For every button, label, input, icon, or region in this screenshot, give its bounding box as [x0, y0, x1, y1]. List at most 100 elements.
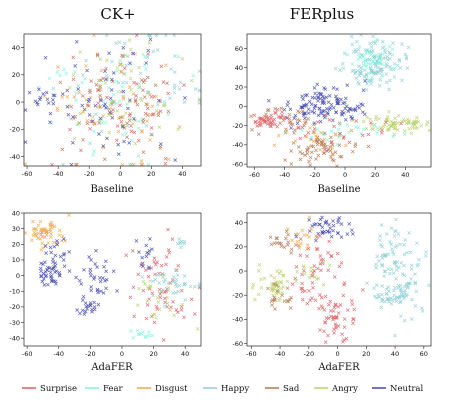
- data-point-happy: [168, 96, 172, 101]
- data-point-fear: [361, 63, 366, 67]
- data-point-neutral: [347, 221, 352, 226]
- data-point-neutral: [126, 106, 130, 111]
- data-point-sad: [302, 123, 307, 128]
- data-point-neutral: [82, 312, 87, 317]
- data-point-neutral: [350, 232, 355, 236]
- data-point-angry: [256, 268, 261, 273]
- data-point-neutral: [306, 111, 311, 115]
- data-point-neutral: [49, 276, 54, 281]
- data-point-fear: [358, 55, 362, 60]
- data-point-fear: [370, 75, 374, 80]
- data-point-disgust: [330, 145, 335, 150]
- data-point-surprise: [149, 126, 154, 130]
- data-point-happy: [415, 241, 419, 245]
- data-point-happy: [403, 238, 408, 242]
- data-point-surprise: [280, 113, 284, 117]
- data-point-neutral: [49, 250, 54, 255]
- data-point-angry: [129, 88, 133, 92]
- data-point-sad: [305, 151, 310, 156]
- data-point-surprise: [300, 297, 305, 302]
- data-point-neutral: [329, 234, 334, 239]
- data-point-disgust: [177, 125, 182, 129]
- data-point-surprise: [264, 119, 269, 124]
- data-point-neutral: [23, 108, 28, 112]
- data-point-neutral: [331, 219, 335, 223]
- data-point-fear: [335, 142, 339, 147]
- data-point-angry: [321, 282, 326, 287]
- data-point-fear: [118, 58, 122, 63]
- data-point-happy: [183, 281, 188, 286]
- data-point-surprise: [326, 333, 330, 338]
- data-point-neutral: [104, 269, 108, 274]
- data-point-disgust: [60, 95, 65, 100]
- data-point-surprise: [323, 294, 328, 299]
- data-point-surprise: [169, 305, 173, 310]
- data-point-surprise: [175, 310, 180, 315]
- data-point-disgust: [164, 63, 168, 68]
- data-point-sad: [273, 106, 278, 111]
- data-point-happy: [172, 83, 177, 88]
- data-point-surprise: [298, 237, 303, 241]
- data-point-surprise: [366, 144, 371, 149]
- data-point-happy: [394, 244, 399, 248]
- data-point-neutral: [74, 39, 79, 44]
- data-point-angry: [180, 56, 185, 61]
- data-point-happy: [183, 298, 188, 302]
- data-point-fear: [120, 132, 125, 137]
- data-point-neutral: [345, 83, 350, 88]
- data-point-sad: [294, 243, 298, 247]
- data-point-happy: [390, 247, 394, 251]
- data-point-angry: [97, 83, 101, 88]
- data-point-neutral: [51, 93, 56, 98]
- data-point-sad: [274, 236, 279, 240]
- data-point-happy: [413, 280, 418, 285]
- x-axis-label: Baseline: [317, 184, 360, 195]
- data-point-sad: [97, 88, 101, 93]
- data-point-happy: [384, 292, 389, 296]
- data-point-happy: [166, 288, 171, 293]
- data-point-angry: [109, 99, 114, 104]
- data-point-sad: [295, 117, 300, 122]
- data-point-happy: [427, 283, 431, 288]
- data-point-neutral: [76, 87, 81, 91]
- data-point-surprise: [379, 131, 384, 135]
- data-point-neutral: [57, 270, 62, 275]
- data-point-surprise: [319, 295, 324, 300]
- data-point-sad: [95, 53, 100, 58]
- data-point-happy: [193, 284, 197, 289]
- data-point-neutral: [89, 273, 93, 278]
- data-point-disgust: [84, 98, 89, 102]
- data-point-neutral: [81, 294, 86, 299]
- data-point-sad: [58, 80, 63, 85]
- data-point-fear: [365, 49, 370, 54]
- data-point-fear: [345, 52, 350, 57]
- data-point-happy: [122, 41, 127, 46]
- data-point-sad: [287, 112, 292, 117]
- data-point-disgust: [285, 227, 290, 231]
- data-point-surprise: [342, 317, 347, 321]
- x-tick-label: 0: [120, 350, 124, 358]
- data-point-happy: [369, 45, 374, 49]
- data-point-angry: [316, 276, 321, 281]
- data-point-happy: [341, 66, 346, 71]
- x-tick-label: 40: [391, 350, 399, 358]
- legend-label-angry: Angry: [331, 384, 358, 394]
- data-point-neutral: [48, 274, 53, 279]
- data-point-surprise: [140, 262, 144, 267]
- data-point-sad: [139, 78, 144, 82]
- data-point-happy: [162, 280, 166, 284]
- data-point-disgust: [349, 128, 354, 133]
- data-point-disgust: [67, 213, 71, 217]
- data-point-surprise: [71, 77, 76, 82]
- data-point-surprise: [326, 316, 331, 320]
- data-point-neutral: [140, 255, 145, 260]
- data-point-surprise: [349, 298, 354, 303]
- data-point-angry: [262, 276, 267, 281]
- plot-frame: [23, 212, 202, 347]
- data-point-happy: [177, 237, 182, 241]
- data-point-neutral: [92, 300, 97, 305]
- data-point-surprise: [351, 317, 356, 321]
- data-point-surprise: [326, 250, 330, 255]
- data-point-angry: [133, 141, 138, 146]
- data-point-surprise: [88, 126, 92, 131]
